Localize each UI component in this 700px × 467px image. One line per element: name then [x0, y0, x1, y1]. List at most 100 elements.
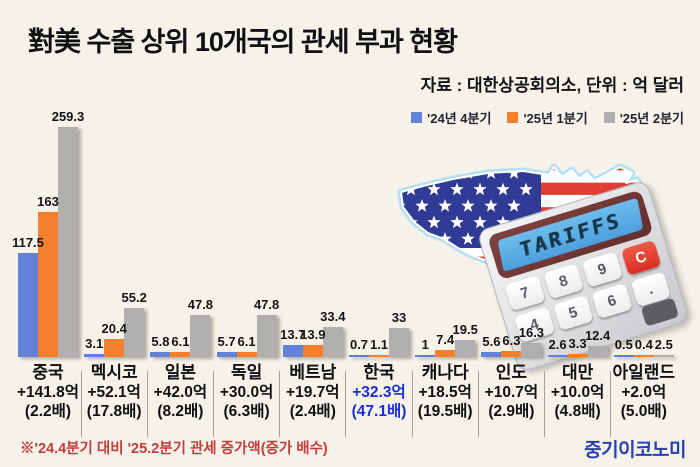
legend-label: '25년 1분기 — [523, 111, 588, 126]
bar-value-label: 259.3 — [51, 109, 85, 124]
legend-swatch-orange-icon — [507, 112, 519, 123]
category-block-일본: 일본 +42.0억 (8.2배) — [154, 363, 207, 421]
increase-amount: +42.0억 — [153, 384, 208, 401]
bar-value-label: 2.5 — [654, 336, 673, 352]
increase-multiple: (17.8배) — [86, 403, 142, 420]
category-block-캐나다: 캐나다 +18.5억 (19.5배) — [418, 363, 473, 421]
increase-multiple: (19.5배) — [417, 403, 473, 420]
bar-value-label: 0.7 — [349, 337, 369, 352]
bar-value-label: 12.4 — [584, 328, 611, 344]
bar-value-label: 5.6 — [482, 334, 501, 350]
category-name: 캐나다 — [421, 363, 469, 382]
bar-'25년 2분기-아일랜드 — [653, 354, 674, 357]
category-name: 중국 — [32, 363, 64, 382]
increase-amount: +19.7억 — [286, 384, 340, 401]
increase-multiple: (6.3배) — [223, 403, 270, 420]
bar-'24년 4분기-독일 — [216, 351, 237, 357]
increase-amount: +2.0억 — [621, 384, 667, 401]
bar-value-label: 33 — [391, 309, 407, 325]
bar-value-label: 1.1 — [369, 337, 389, 352]
column-divider — [212, 371, 214, 437]
category-block-아일랜드: 아일랜드 +2.0억 (5.0배) — [613, 363, 676, 421]
bar-'24년 4분기-멕시코 — [84, 354, 105, 357]
increase-amount: +141.8억 — [16, 384, 80, 401]
category-name: 아일랜드 — [612, 363, 676, 382]
bar-'25년 1분기-아일랜드 — [633, 355, 654, 357]
bar-'25년 2분기-캐나다 — [455, 339, 476, 357]
increase-amount: +10.7억 — [484, 384, 539, 401]
column-divider — [610, 371, 612, 437]
increase-amount: +32.3억 — [352, 384, 406, 401]
category-block-대만: 대만 +10.0억 (4.8배) — [551, 363, 604, 421]
source-note: 자료 : 대한상공회의소, 단위 : 억 달러 — [420, 76, 684, 95]
bar-'25년 1분기-캐나다 — [435, 350, 456, 357]
bar-value-label: 16.3 — [518, 324, 545, 340]
category-name: 대만 — [561, 363, 594, 382]
bar-value-label: 117.5 — [12, 234, 44, 250]
bar-value-label: 20.4 — [101, 320, 127, 336]
legend-swatch-gray-icon — [603, 112, 615, 123]
bar-'25년 1분기-중국 — [38, 212, 58, 357]
bar-'24년 4분기-베트남 — [282, 344, 303, 357]
increase-amount: +18.5억 — [418, 384, 472, 401]
bar-value-label: 6.3 — [502, 333, 521, 349]
bar-'24년 4분기-중국 — [18, 252, 38, 357]
category-name: 한국 — [363, 363, 395, 382]
bar-value-label: 13.7 — [280, 326, 306, 342]
bar-'24년 4분기-일본 — [150, 351, 171, 357]
bar-value-label: 2.6 — [548, 336, 567, 352]
column-divider — [146, 371, 148, 437]
increase-multiple: (2.4배) — [289, 403, 336, 420]
bar-value-label: 19.5 — [452, 321, 478, 337]
increase-multiple: (8.2배) — [157, 403, 204, 420]
bar-'24년 4분기-한국 — [349, 355, 369, 357]
increase-multiple: (2.9배) — [488, 403, 535, 420]
category-name: 베트남 — [289, 363, 337, 382]
bar-'25년 1분기-베트남 — [302, 344, 323, 357]
publisher-logo: 중기이코노미 — [584, 440, 686, 461]
bar-'25년 2분기-한국 — [389, 327, 409, 357]
increase-amount: +10.0억 — [550, 384, 605, 401]
legend-label: '24년 4분기 — [427, 111, 492, 126]
bar-'25년 2분기-독일 — [256, 314, 277, 357]
column-divider — [279, 371, 281, 437]
legend-item-25q1: '25년 1분기 — [507, 108, 588, 127]
category-name: 일본 — [164, 363, 197, 382]
category-block-인도: 인도 +10.7억 (2.9배) — [485, 363, 538, 421]
bar-value-label: 3.1 — [85, 336, 104, 352]
bar-value-label: 55.2 — [121, 290, 147, 306]
page-title: 對美 수출 상위 10개국의 관세 부과 현황 — [28, 27, 458, 57]
legend-item-25q2: '25년 2분기 — [603, 108, 684, 127]
category-block-독일: 독일 +30.0억 (6.3배) — [220, 363, 273, 421]
increase-multiple: (47.1배) — [351, 403, 407, 420]
column-divider — [345, 371, 347, 437]
chart-legend: '24년 4분기 '25년 1분기 '25년 2분기 — [411, 108, 684, 127]
bar-'25년 2분기-베트남 — [322, 327, 343, 357]
category-name: 독일 — [230, 363, 263, 382]
column-divider — [477, 371, 479, 437]
bar-value-label: 13.9 — [300, 326, 326, 342]
bar-value-label: 1 — [421, 337, 429, 352]
bar-'25년 1분기-한국 — [369, 355, 389, 357]
bar-value-label: 0.5 — [614, 337, 633, 352]
bar-value-label: 5.8 — [151, 333, 170, 349]
bar-'25년 2분기-인도 — [521, 342, 542, 357]
bar-'24년 4분기-대만 — [547, 354, 568, 357]
bar-'25년 2분기-멕시코 — [124, 308, 145, 357]
bar-'24년 4분기-아일랜드 — [613, 355, 634, 357]
increase-multiple: (5.0배) — [620, 403, 667, 420]
bar-'25년 2분기-대만 — [587, 346, 608, 357]
category-block-한국: 한국 +32.3억 (47.1배) — [352, 363, 407, 421]
category-name: 멕시코 — [90, 363, 138, 382]
bar-'24년 4분기-캐나다 — [415, 355, 436, 357]
bar-'25년 2분기-중국 — [58, 127, 78, 357]
bar-'25년 1분기-일본 — [170, 351, 191, 357]
bar-value-label: 7.4 — [436, 332, 455, 348]
bar-'25년 2분기-일본 — [190, 314, 211, 357]
bar-'25년 1분기-멕시코 — [104, 338, 125, 357]
category-block-중국: 중국 +141.8억 (2.2배) — [17, 363, 79, 421]
bar-value-label: 33.4 — [320, 309, 346, 325]
bar-'24년 4분기-인도 — [481, 352, 502, 357]
category-name: 인도 — [495, 363, 528, 382]
